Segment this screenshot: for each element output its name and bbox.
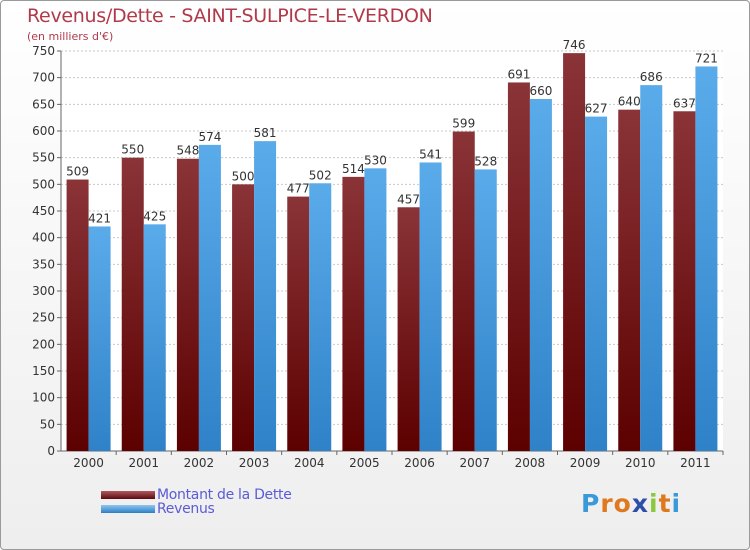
y-tick-label: 100 (32, 391, 55, 405)
bar-dette (121, 157, 144, 451)
x-tick-label: 2002 (184, 456, 215, 470)
bar-revenus (419, 162, 442, 451)
bar-dette (563, 53, 586, 452)
data-label: 514 (342, 162, 365, 176)
legend-label-dette: Montant de la Dette (157, 487, 292, 503)
x-tick-label: 2009 (570, 456, 601, 470)
bar-revenus (364, 168, 387, 452)
bar-revenus (309, 183, 332, 451)
data-label: 477 (287, 182, 310, 196)
x-tick-label: 2005 (349, 456, 380, 470)
data-label: 574 (198, 130, 221, 144)
bar-dette (287, 196, 310, 451)
bar-dette (342, 176, 365, 451)
x-tick-label: 2004 (294, 456, 325, 470)
logo-letter: P (581, 489, 601, 518)
y-tick-label: 0 (47, 444, 55, 458)
bar-dette (673, 111, 696, 452)
plot-area (61, 51, 723, 451)
legend-label-revenus: Revenus (157, 501, 215, 517)
data-label: 746 (563, 38, 586, 52)
data-label: 528 (474, 154, 497, 168)
bar-dette (176, 158, 199, 451)
y-tick-label: 650 (32, 97, 55, 111)
legend-swatch-revenus (101, 505, 155, 513)
data-label: 509 (66, 165, 89, 179)
legend-swatch-dette (101, 491, 155, 499)
logo-letter: r (600, 489, 614, 518)
data-label: 581 (254, 126, 277, 140)
bar-revenus (88, 226, 111, 451)
y-tick-label: 550 (32, 151, 55, 165)
logo-letter: o (613, 489, 632, 518)
x-tick-label: 2000 (73, 456, 104, 470)
data-label: 640 (618, 95, 641, 109)
bar-revenus (254, 141, 277, 451)
data-label: 425 (143, 209, 166, 223)
data-label: 721 (695, 51, 718, 65)
data-label: 550 (121, 143, 144, 157)
proxiti-logo: Proxiti (581, 489, 681, 518)
bar-dette (507, 82, 530, 451)
data-label: 627 (585, 102, 608, 116)
y-tick-label: 250 (32, 311, 55, 325)
y-tick-label: 450 (32, 204, 55, 218)
bar-revenus (529, 99, 552, 451)
data-label: 457 (397, 192, 420, 206)
data-label: 541 (419, 147, 442, 161)
bar-revenus (695, 66, 718, 451)
y-tick-label: 750 (32, 44, 55, 58)
data-label: 500 (232, 169, 255, 183)
bar-dette (452, 131, 475, 452)
logo-letter: t (658, 489, 672, 518)
bar-dette (232, 184, 255, 452)
logo-letter: i (649, 489, 659, 518)
data-label: 691 (507, 67, 530, 81)
bar-revenus (198, 144, 221, 451)
data-label: 421 (88, 211, 111, 225)
y-tick-label: 150 (32, 364, 55, 378)
y-tick-label: 700 (32, 71, 55, 85)
x-tick-label: 2001 (128, 456, 159, 470)
data-label: 548 (176, 144, 199, 158)
data-label: 637 (673, 96, 696, 110)
x-tick-label: 2011 (680, 456, 711, 470)
bar-revenus (474, 169, 497, 451)
data-label: 599 (452, 117, 475, 131)
y-tick-label: 400 (32, 231, 55, 245)
logo-letter: x (631, 489, 649, 518)
bar-dette (618, 109, 641, 452)
bar-dette (397, 207, 420, 451)
y-tick-label: 350 (32, 257, 55, 271)
legend-item-dette: Montant de la Dette (101, 487, 292, 503)
x-tick-label: 2003 (239, 456, 270, 470)
bar-dette (66, 179, 89, 452)
chart-title: Revenus/Dette - SAINT-SULPICE-LE-VERDON (27, 5, 433, 27)
data-label: 502 (309, 168, 332, 182)
x-tick-label: 2007 (459, 456, 490, 470)
bar-revenus (143, 224, 166, 451)
y-tick-label: 50 (40, 417, 55, 431)
chart-subtitle: (en milliers d'€) (27, 30, 114, 43)
data-label: 660 (529, 84, 552, 98)
legend-item-revenus: Revenus (101, 501, 215, 517)
logo-letter: i (671, 489, 682, 518)
y-tick-label: 500 (32, 177, 55, 191)
y-tick-label: 200 (32, 337, 55, 351)
x-tick-label: 2008 (515, 456, 546, 470)
data-label: 686 (640, 70, 663, 84)
y-tick-label: 300 (32, 284, 55, 298)
bar-revenus (585, 116, 608, 451)
x-tick-label: 2006 (404, 456, 435, 470)
bar-revenus (640, 85, 663, 451)
y-tick-label: 600 (32, 124, 55, 138)
x-tick-label: 2010 (625, 456, 656, 470)
data-label: 530 (364, 153, 387, 167)
